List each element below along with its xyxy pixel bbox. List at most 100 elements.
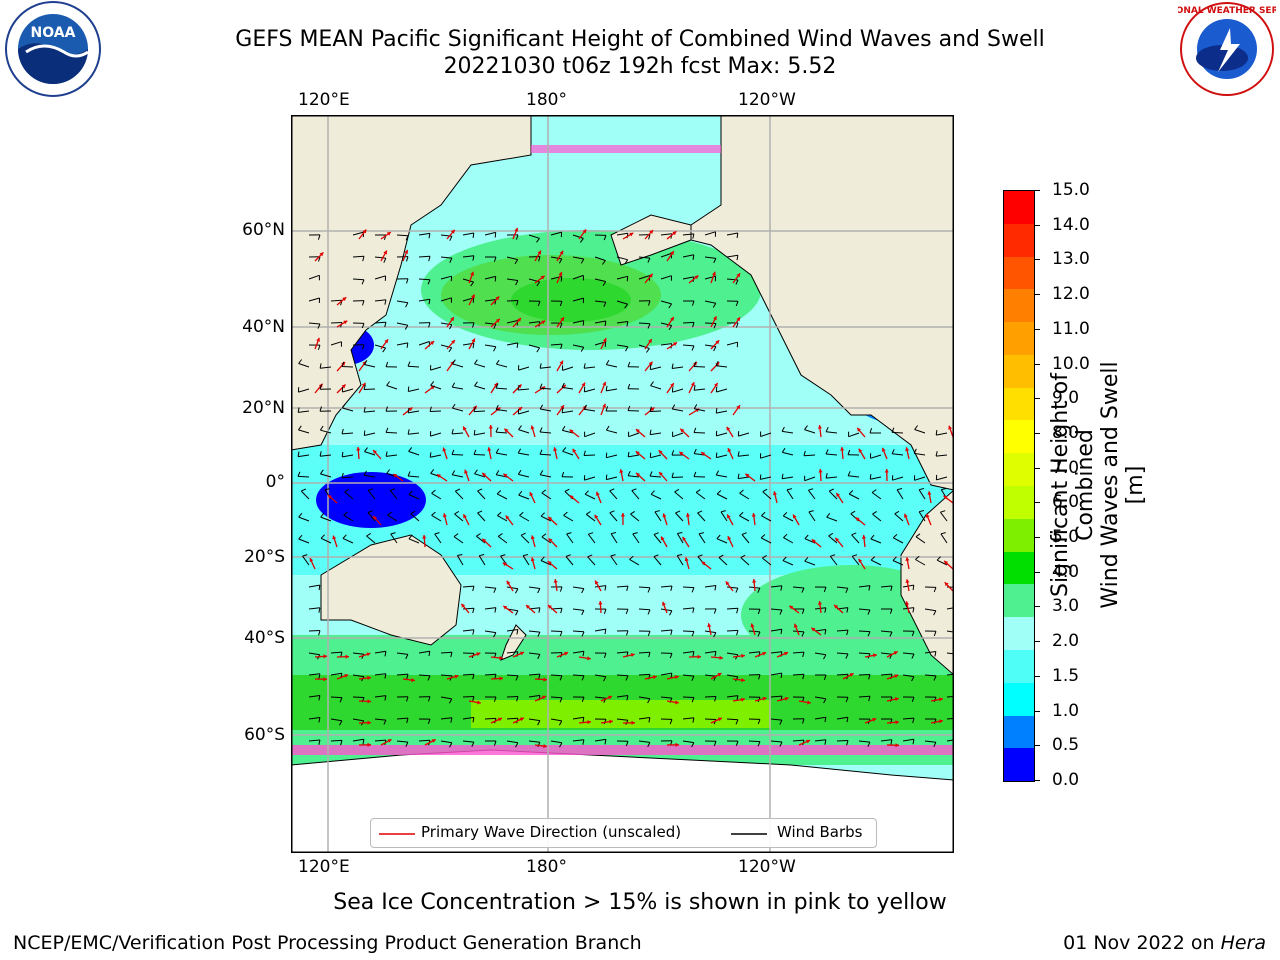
wind-barb [352,652,364,655]
wave-direction-arrowhead [526,605,530,609]
wind-barb [924,608,936,612]
wind-barb [594,320,606,324]
wave-direction-arrowhead [662,513,667,518]
wind-barb [762,491,772,500]
wind-barb [386,385,398,390]
wind-barb [572,234,584,239]
wind-barb [506,320,518,324]
wave-direction-arrowhead [784,651,789,656]
wind-barb [946,652,954,655]
wave-direction-arrowhead [504,428,509,433]
wind-barb-flag [407,361,411,367]
wind-barb-flag [449,324,453,330]
wind-barb [628,475,640,478]
wind-barb-flag [760,534,766,539]
wind-barb [616,718,628,721]
wave-direction-arrowhead [454,674,459,679]
wind-barb [630,513,640,522]
wind-barb [308,607,320,610]
wind-barb-flag [449,742,453,748]
wind-barb-flag [474,359,478,365]
wind-barb [638,740,650,743]
wind-barb-flag [716,534,721,540]
wind-barb [936,432,948,436]
wind-barb-flag [824,717,827,723]
wind-barb-flag [582,739,585,745]
wind-barb [374,695,386,698]
wind-barb-flag [407,429,410,435]
wind-barb [374,256,386,259]
wind-barb [528,673,541,676]
wind-barb [584,366,596,369]
wind-barb [660,629,673,632]
wave-direction-arrowhead [904,513,908,518]
wind-barb [496,452,508,456]
wind-barb-flag [695,489,701,493]
wind-barb-flag [430,469,435,474]
wave-direction-arrowhead [499,655,503,660]
wind-barb [716,474,728,478]
wind-barb-flag [735,322,739,328]
wind-barb [748,740,761,743]
wave-direction-arrowhead [649,230,653,234]
wind-barb-flag [318,256,321,262]
wind-barb-flag [691,675,695,681]
wind-barb-flag [496,490,502,495]
wind-barb [528,344,540,349]
wave-direction-arrowhead [719,655,723,660]
wind-barb [716,432,728,437]
wind-barb [770,718,782,721]
wind-barb-flag [317,323,321,329]
wind-barb [453,536,464,544]
colorbar-tick-label: 1.5 [1052,665,1080,686]
wind-barb [506,278,518,281]
colorbar-title: Significant Height of Combined Wind Wave… [1048,345,1148,625]
wind-barb [786,489,794,500]
wave-direction-arrowhead [608,695,612,700]
wave-direction-arrowhead [341,384,346,389]
wind-barb [814,739,826,742]
wind-barb-flag [912,717,915,724]
wind-barb-flag [476,533,481,537]
wind-barb [638,651,651,654]
wind-barb-flag [649,429,652,435]
wave-direction-arrowhead [834,604,839,609]
wind-barb-flag [566,532,572,535]
wind-barb-flag [386,469,391,474]
wind-barb [940,533,948,544]
wind-barb [739,492,750,500]
wind-barb-flag [515,588,519,594]
wind-barb [572,630,585,633]
wind-barb [506,651,518,654]
wind-barb [341,432,354,435]
wind-barb [550,740,562,744]
wind-barb-flag [430,381,435,386]
wind-barb [594,300,606,303]
wind-barb-flag [361,323,365,329]
wind-barb [826,516,838,522]
wave-direction-arrowhead [383,250,387,255]
wind-barb [704,231,716,236]
wave-direction-arrowhead [675,742,679,747]
wind-barb-flag [579,238,584,243]
wind-barb [330,322,343,324]
wind-barb-flag [586,511,591,515]
colorbar-cell [1004,256,1034,290]
wind-barb-flag [604,629,607,635]
wind-barb-flag [868,696,871,702]
wave-direction-arrowhead [682,536,687,541]
wind-barb-flag [830,554,836,557]
wave-direction-arrowhead [609,719,613,724]
wind-barb [638,696,650,700]
wind-barb [638,608,651,611]
wind-barb-flag [472,255,475,261]
wave-direction-arrowhead [373,515,377,520]
wave-direction-arrowhead [750,623,755,628]
map-title: GEFS MEAN Pacific Significant Height of … [235,27,1045,52]
wind-barb-flag [383,257,387,263]
wind-barb-flag [935,451,938,457]
wind-barb-flag [385,406,388,412]
lat-label-20n: 20°N [242,398,285,418]
wave-direction-arrowhead [893,651,898,655]
wind-barb-flag [536,347,541,353]
